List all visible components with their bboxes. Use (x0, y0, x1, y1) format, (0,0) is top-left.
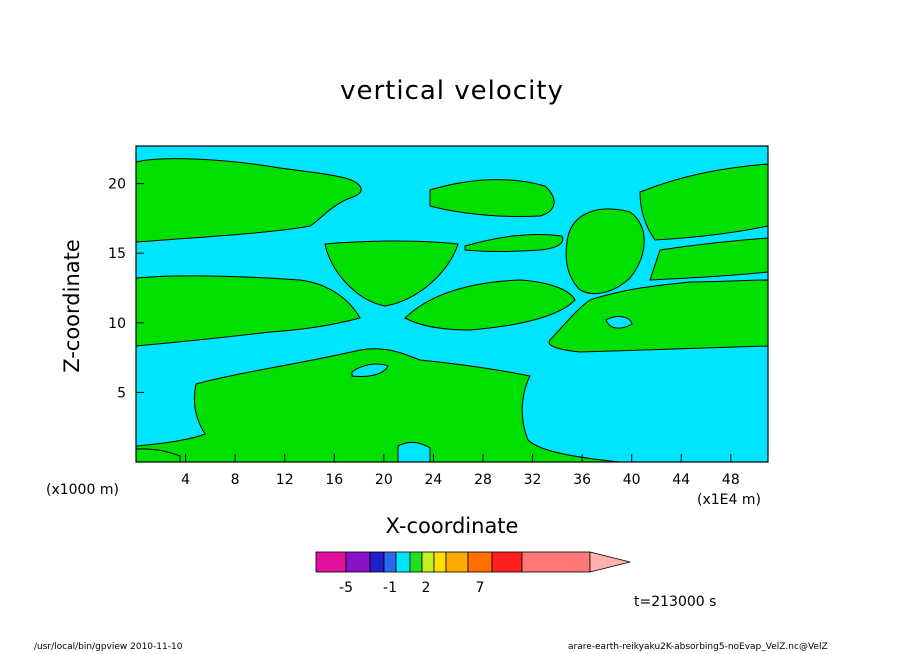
negative-islands (351, 316, 633, 462)
x-tick-label: 24 (424, 472, 442, 488)
colorbar-swatch (395, 551, 411, 573)
colorbar-swatch (409, 551, 423, 573)
y-axis-unit: (x1000 m) (46, 482, 119, 498)
positive-regions (136, 158, 768, 462)
region-upper-band (464, 234, 564, 252)
colorbar-swatch (491, 551, 523, 573)
x-tick-label: 20 (375, 472, 393, 488)
colorbar-swatch (369, 551, 385, 573)
x-tick-label: 36 (573, 472, 591, 488)
y-tick-label: 10 (108, 316, 126, 332)
region-right-band (649, 237, 768, 281)
footer-left: /usr/local/bin/gpview 2010-11-10 (34, 642, 183, 652)
region-circle-right (565, 208, 645, 294)
colorbar-swatch (383, 551, 397, 573)
plot-field (136, 146, 768, 462)
region-circle-left (324, 240, 459, 307)
colorbar-swatch (433, 551, 447, 573)
x-tick-label: 12 (276, 472, 294, 488)
colorbar-label: 2 (422, 580, 431, 596)
colorbar-label: -5 (339, 580, 353, 596)
colorbar-swatch (445, 551, 469, 573)
colorbar-swatch (521, 551, 591, 573)
colorbar-label: 7 (476, 580, 485, 596)
island-right (605, 316, 633, 329)
plot-frame (135, 145, 769, 463)
colorbar-swatch (467, 551, 493, 573)
x-tick-label: 32 (524, 472, 542, 488)
x-tick-label: 4 (181, 472, 190, 488)
region-top-right (639, 163, 768, 241)
colorbar-swatch (345, 551, 371, 573)
y-tick-label: 5 (117, 385, 126, 401)
colorbar-label: -1 (383, 580, 397, 596)
y-tick-label: 20 (108, 177, 126, 193)
region-left-mid (136, 275, 361, 347)
x-tick-label: 40 (623, 472, 641, 488)
time-label: t=213000 s (634, 594, 717, 610)
footer-right: arare-earth-reikyaku2K-absorbing5-noEvap… (568, 642, 828, 652)
colorbar-swatch (421, 551, 435, 573)
x-tick-label: 28 (474, 472, 492, 488)
x-tick-label: 8 (231, 472, 240, 488)
region-right-mid (548, 279, 768, 353)
island-low (351, 363, 389, 377)
x-axis-label: X-coordinate (385, 514, 519, 538)
region-bottom-main (136, 348, 621, 462)
x-tick-label: 16 (325, 472, 343, 488)
region-top-left (136, 158, 362, 243)
chart-title: vertical velocity (340, 76, 564, 106)
colorbar: -5 -1 2 7 (315, 551, 631, 596)
region-top-mid (429, 179, 555, 218)
x-tick-label: 48 (722, 472, 740, 488)
x-axis-unit: (x1E4 m) (697, 492, 761, 508)
colorbar-swatch (315, 551, 347, 573)
colorbar-extend-arrow (589, 551, 631, 573)
y-axis-label: Z-coordinate (60, 239, 84, 373)
x-tick-label: 44 (672, 472, 690, 488)
island-bottom (397, 441, 431, 462)
y-tick-label: 15 (108, 246, 126, 262)
region-bottom-left-strip (136, 448, 181, 462)
region-mid-lens (404, 279, 576, 331)
